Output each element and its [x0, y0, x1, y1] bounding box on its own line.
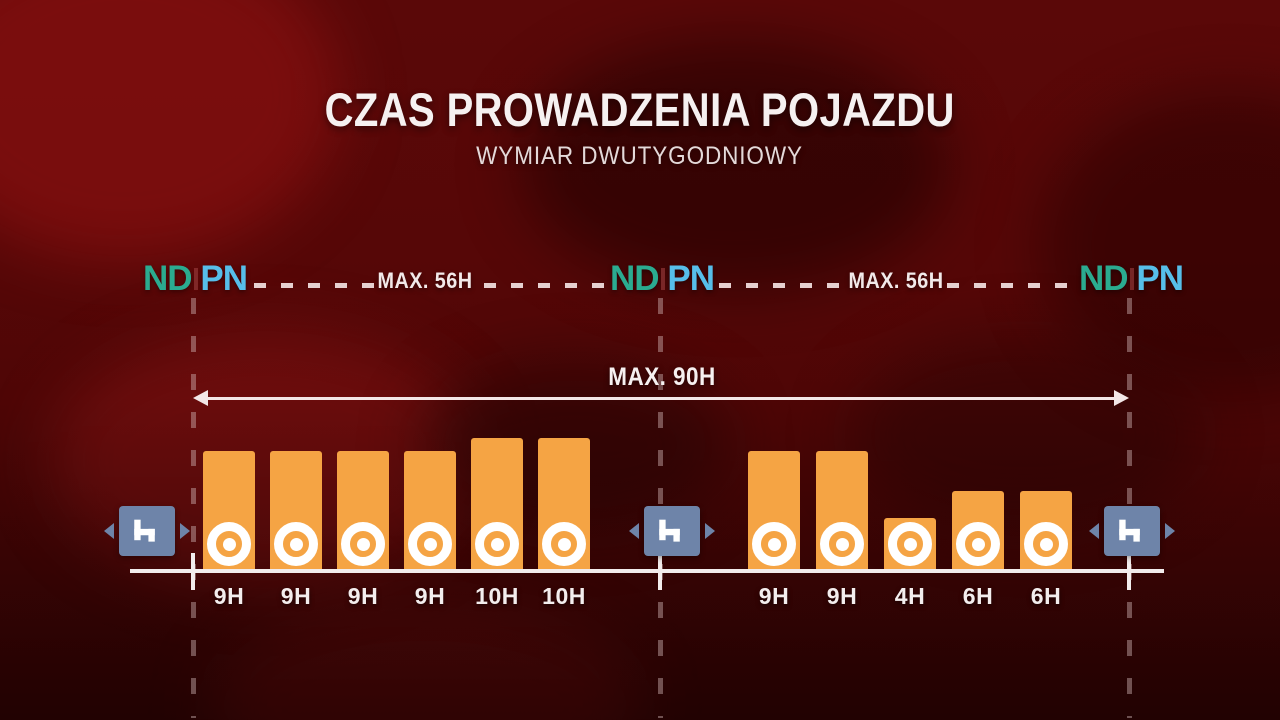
- steering-wheel-icon: [1024, 522, 1068, 566]
- steering-wheel-icon: [475, 522, 519, 566]
- week2-max-label: MAX. 56H: [848, 268, 944, 293]
- dashed-line: [254, 283, 376, 288]
- bar-hours-label: 6H: [1030, 583, 1062, 609]
- chevron-left-icon: [1089, 523, 1099, 539]
- day-label-nd: ND: [143, 259, 193, 298]
- steering-wheel-icon: [408, 522, 452, 566]
- bar-hours-label: 4H: [894, 583, 926, 609]
- boundary-separator: [660, 267, 665, 290]
- axis-tick: [191, 553, 195, 590]
- boundary-separator: [1129, 267, 1134, 290]
- chevron-left-icon: [104, 523, 114, 539]
- driving-bar: [404, 451, 456, 571]
- week-boundary-2: ND PN: [610, 259, 715, 298]
- driving-bar: [1020, 491, 1072, 571]
- week-divider-line: [191, 298, 196, 718]
- steering-wheel-icon: [820, 522, 864, 566]
- total-span-arrow: [208, 397, 1114, 400]
- bar-hours-label: 10H: [475, 583, 519, 609]
- steering-wheel-icon: [207, 522, 251, 566]
- arrow-right-icon: [1114, 390, 1129, 406]
- driving-bar: [952, 491, 1004, 571]
- driving-bar: [203, 451, 255, 571]
- steering-wheel-icon: [956, 522, 1000, 566]
- dashed-line: [947, 283, 1073, 288]
- driving-bar: [816, 451, 868, 571]
- driving-bar: [471, 438, 523, 571]
- bar-hours-label: 10H: [542, 583, 586, 609]
- weekly-rest-bed-icon: [1104, 506, 1160, 556]
- driving-bar: [337, 451, 389, 571]
- weekly-rest-bed-icon: [644, 506, 700, 556]
- steering-wheel-icon: [752, 522, 796, 566]
- chevron-right-icon: [180, 523, 190, 539]
- bar-hours-label: 9H: [414, 583, 446, 609]
- weekly-rest-marker: [104, 506, 190, 556]
- steering-wheel-icon: [888, 522, 932, 566]
- steering-wheel-icon: [542, 522, 586, 566]
- page-subtitle: WYMIAR DWUTYGODNIOWY: [476, 142, 804, 170]
- steering-wheel-icon: [274, 522, 318, 566]
- axis-tick: [1127, 553, 1131, 590]
- day-label-pn: PN: [200, 259, 248, 298]
- bar-hours-label: 9H: [758, 583, 790, 609]
- arrow-left-icon: [193, 390, 208, 406]
- weekly-rest-bed-icon: [119, 506, 175, 556]
- week1-max-label: MAX. 56H: [377, 268, 473, 293]
- chevron-right-icon: [705, 523, 715, 539]
- steering-wheel-icon: [341, 522, 385, 566]
- weekly-rest-marker: [629, 506, 715, 556]
- bar-hours-label: 9H: [213, 583, 245, 609]
- timeline-axis: [130, 569, 1164, 573]
- total-max-label: MAX. 90H: [608, 363, 716, 391]
- chevron-left-icon: [629, 523, 639, 539]
- bar-hours-label: 9H: [826, 583, 858, 609]
- axis-tick: [658, 553, 662, 590]
- day-label-pn: PN: [667, 259, 715, 298]
- day-label-nd: ND: [610, 259, 660, 298]
- driving-bar: [884, 518, 936, 571]
- driving-bar: [270, 451, 322, 571]
- boundary-separator: [193, 267, 198, 290]
- day-label-pn: PN: [1136, 259, 1184, 298]
- driving-bar: [748, 451, 800, 571]
- week-boundary-1: ND PN: [143, 259, 248, 298]
- bar-hours-label: 6H: [962, 583, 994, 609]
- dashed-line: [484, 283, 606, 288]
- page-title: CZAS PROWADZENIA POJAZDU: [324, 83, 956, 136]
- background-glow: [210, 600, 640, 720]
- chevron-right-icon: [1165, 523, 1175, 539]
- bar-hours-label: 9H: [280, 583, 312, 609]
- weekly-rest-marker: [1089, 506, 1175, 556]
- dashed-line: [719, 283, 845, 288]
- bar-hours-label: 9H: [347, 583, 379, 609]
- week-boundary-3: ND PN: [1079, 259, 1184, 298]
- day-label-nd: ND: [1079, 259, 1129, 298]
- driving-bar: [538, 438, 590, 571]
